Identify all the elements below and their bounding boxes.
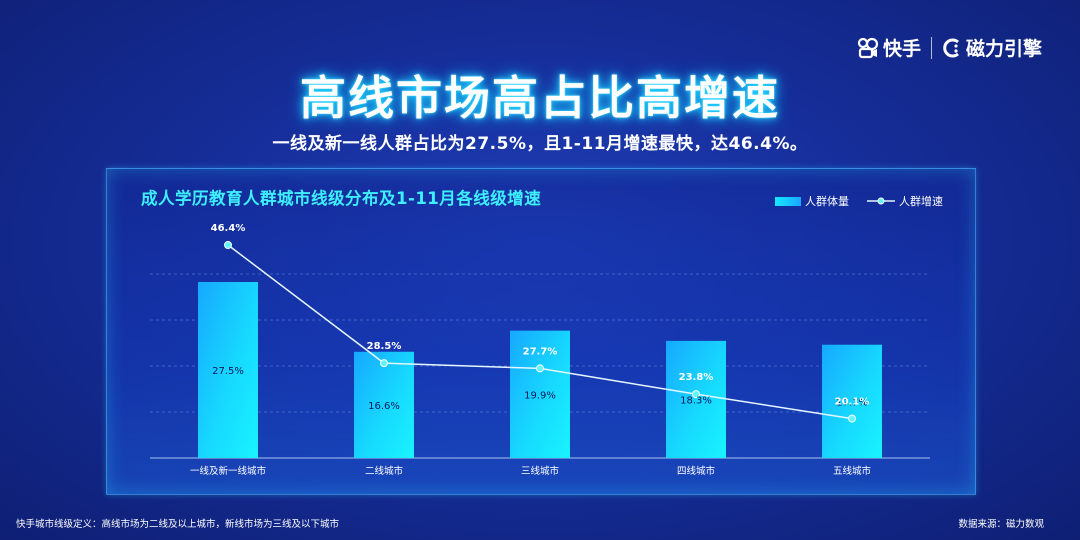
growth-value-label: 20.1% xyxy=(835,397,870,408)
growth-value-label: 23.8% xyxy=(679,372,714,383)
brand-divider xyxy=(930,36,932,59)
x-tick-label: 五线城市 xyxy=(833,465,872,477)
legend-bar-swatch xyxy=(775,196,801,206)
bar-4 xyxy=(666,340,726,458)
bar-value-label: 27.5% xyxy=(212,366,244,377)
bar-value-label: 19.9% xyxy=(524,390,556,401)
x-tick-label: 四线城市 xyxy=(677,465,716,477)
legend-item-bar: 人群体量 xyxy=(775,193,849,209)
footer-source: 数据来源：磁力数观 xyxy=(958,519,1044,530)
x-tick-label: 一线及新一线城市 xyxy=(190,465,267,477)
chart-title: 成人学历教育人群城市线级分布及1-11月各线级增速 xyxy=(141,189,542,208)
kuaishou-logo: 快手 xyxy=(857,34,921,61)
brand-header: 快手 磁力引擎 xyxy=(857,34,1042,61)
growth-point xyxy=(692,390,700,399)
page-title: 高线市场高占比高增速 xyxy=(300,71,780,125)
bar-5 xyxy=(822,344,882,458)
bar-3 xyxy=(510,330,570,458)
legend-bar-label: 人群体量 xyxy=(805,195,849,208)
cili-logo: 磁力引擎 xyxy=(942,34,1042,61)
growth-point xyxy=(536,364,544,373)
legend-item-line: 人群增速 xyxy=(867,193,943,209)
chart-panel: 成人学历教育人群城市线级分布及1-11月各线级增速 人群体量 人群增速 27.5… xyxy=(106,168,976,495)
x-tick-label: 二线城市 xyxy=(365,465,404,477)
bar-value-label: 18.3% xyxy=(680,395,712,406)
growth-value-label: 28.5% xyxy=(367,341,402,352)
bar-1 xyxy=(198,282,258,458)
page-subtitle: 一线及新一线人群占比为27.5%，且1-11月增速最快，达46.4%。 xyxy=(272,134,808,154)
footer-definition: 快手城市线级定义：高线市场为二线及以上城市，新线市场为三线及以下城市 xyxy=(16,519,340,530)
legend-line-swatch xyxy=(867,197,895,205)
growth-value-label: 27.7% xyxy=(523,346,558,357)
growth-point xyxy=(380,359,388,368)
chart-legend: 人群体量 人群增速 xyxy=(775,193,943,209)
legend-line-label: 人群增速 xyxy=(899,195,943,208)
bar-value-label: 17.7% xyxy=(836,397,868,408)
growth-point xyxy=(224,241,232,249)
growth-value-label: 46.4% xyxy=(211,223,246,234)
kuaishou-label: 快手 xyxy=(882,38,921,60)
kuaishou-icon xyxy=(857,37,879,58)
x-tick-label: 三线城市 xyxy=(521,465,560,477)
chart-svg: 27.5% 一线及新一线城市 16.6% 二线城市 19.9% 三线城市 18.3% 四线城市… xyxy=(150,223,930,477)
bar-2 xyxy=(354,351,414,458)
bar-value-label: 16.6% xyxy=(368,401,400,412)
growth-point xyxy=(848,414,856,423)
cili-label: 磁力引擎 xyxy=(965,38,1042,60)
cili-engine-icon xyxy=(943,38,959,57)
